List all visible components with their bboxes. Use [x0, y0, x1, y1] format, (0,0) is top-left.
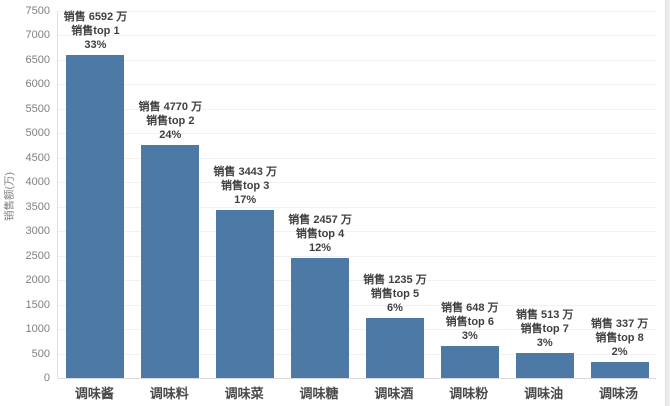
y-tick-label: 5000 — [25, 127, 50, 140]
y-tick-label: 5500 — [25, 102, 50, 115]
category-label-调味糖: 调味糖 — [299, 386, 339, 401]
y-tick-label: 1500 — [25, 298, 50, 311]
y-axis-title: 销售额(万) — [3, 172, 16, 221]
bar-调味糖[interactable] — [291, 257, 350, 378]
data-label-line: 销售top 2 — [146, 114, 195, 127]
data-label-line: 销售 6592 万 — [63, 11, 128, 24]
bar-调味菜[interactable] — [216, 209, 275, 378]
data-label-line: 销售 337 万 — [590, 317, 649, 330]
data-label-调味料: 销售 4770 万销售top 2 24% — [110, 100, 230, 142]
y-tick-label: 1000 — [25, 323, 50, 336]
category-label-调味粉: 调味粉 — [449, 386, 489, 401]
data-label-line: 销售top 6 — [445, 316, 494, 329]
bar-调味油[interactable] — [515, 352, 574, 378]
y-tick-label: 7500 — [25, 5, 50, 17]
data-label-调味糖: 销售 2457 万销售top 4 12% — [260, 213, 380, 255]
y-tick-label: 7000 — [25, 29, 50, 42]
data-label-line: 销售top 8 — [595, 331, 644, 344]
y-tick-label: 4000 — [25, 176, 50, 189]
data-label-line: 销售top 3 — [221, 179, 270, 192]
data-label-调味酱: 销售 6592 万销售top 1 33% — [35, 10, 155, 52]
window-edge — [665, 0, 670, 406]
gridline — [58, 59, 656, 61]
y-tick-label: 4500 — [25, 151, 50, 164]
data-label-line: 12% — [309, 241, 332, 254]
gridline — [58, 157, 656, 159]
data-label-line: 销售top 5 — [370, 287, 420, 300]
data-label-line: 销售 4770 万 — [138, 100, 203, 113]
category-label-调味汤: 调味汤 — [599, 386, 639, 401]
data-label-line: 销售 3443 万 — [213, 165, 277, 178]
data-label-line: 销售top 7 — [520, 322, 569, 335]
data-label-line: 销售 648 万 — [441, 302, 499, 315]
category-label-调味菜: 调味菜 — [224, 386, 264, 401]
gridline — [58, 206, 656, 208]
data-label-调味粉: 销售 648 万销售top 6 3% — [410, 301, 530, 343]
data-label-line: 销售top 4 — [295, 227, 345, 240]
data-label-line: 6% — [386, 301, 403, 314]
data-label-line: 33% — [84, 39, 107, 52]
gridline — [58, 35, 656, 37]
bar-调味酒[interactable] — [365, 317, 424, 378]
data-label-line: 3% — [461, 330, 478, 343]
gridline — [58, 329, 656, 331]
bar-调味粉[interactable] — [440, 346, 499, 378]
y-tick-label: 6500 — [25, 53, 50, 66]
y-tick-label: 500 — [31, 347, 50, 360]
data-label-line: 17% — [234, 193, 257, 206]
gridline — [58, 353, 656, 355]
data-label-line: 销售top 1 — [71, 25, 120, 38]
bar-调味汤[interactable] — [590, 361, 649, 378]
data-label-调味酒: 销售 1235 万销售top 5 6% — [335, 273, 455, 315]
data-label-line: 24% — [159, 128, 182, 141]
gridline — [58, 133, 656, 135]
y-tick-label: 2000 — [25, 274, 50, 287]
gridline — [58, 304, 656, 306]
category-label-调味料: 调味料 — [149, 386, 189, 401]
y-tick-label: 3000 — [25, 225, 50, 238]
data-label-line: 2% — [611, 345, 628, 358]
gridline — [58, 182, 656, 184]
category-label-调味酱: 调味酱 — [74, 386, 114, 401]
bar-调味料[interactable] — [141, 144, 200, 378]
gridline — [58, 84, 656, 86]
y-tick-label: 6000 — [25, 78, 50, 91]
gridline — [58, 231, 656, 233]
data-label-调味汤: 销售 337 万销售top 8 2% — [560, 317, 670, 359]
gridline — [58, 108, 656, 110]
data-label-调味油: 销售 513 万销售top 7 3% — [485, 308, 605, 350]
gridline — [58, 280, 656, 282]
data-label-line: 销售 2457 万 — [288, 213, 352, 226]
gridline — [58, 255, 656, 257]
data-label-line: 3% — [536, 336, 553, 349]
category-label-调味酒: 调味酒 — [374, 386, 414, 401]
y-tick-label: 3500 — [25, 200, 50, 213]
data-label-line: 销售 1235 万 — [363, 273, 427, 286]
category-label-调味油: 调味油 — [524, 386, 564, 401]
data-label-调味菜: 销售 3443 万销售top 3 17% — [185, 165, 305, 207]
x-axis-line — [58, 378, 656, 379]
y-tick-label: 2500 — [25, 249, 50, 262]
gridline — [58, 11, 656, 12]
bar-调味酱[interactable] — [66, 55, 125, 378]
plot-area: 销售 6592 万销售top 1 33% 销售 4770 万销售top 2 24% 销售… — [57, 11, 656, 379]
data-label-line: 销售 513 万 — [515, 308, 574, 321]
y-tick-label: 0 — [43, 372, 50, 384]
